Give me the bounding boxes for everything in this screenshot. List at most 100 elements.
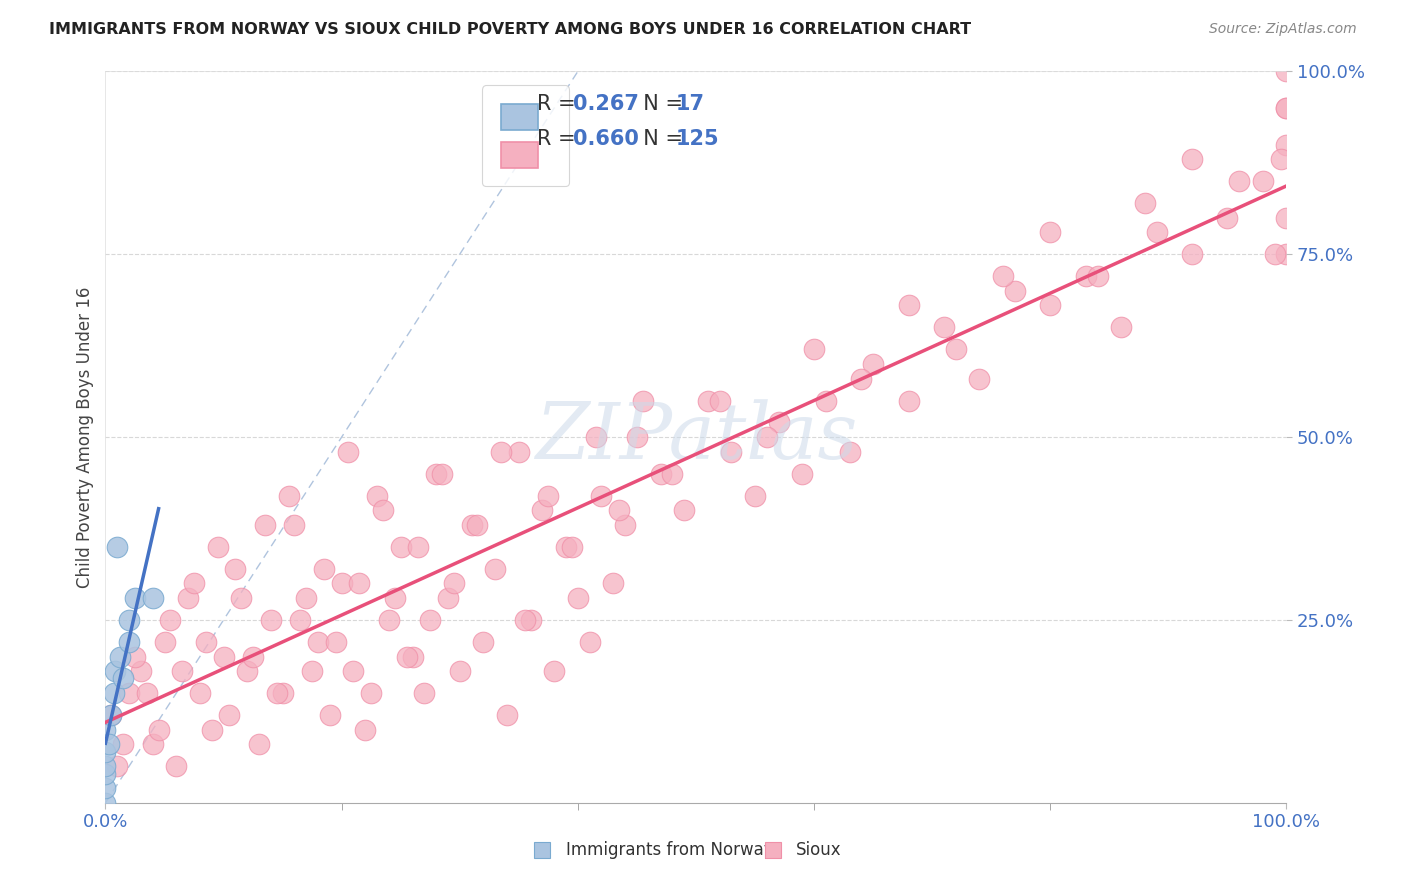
Point: [94, 745, 117, 759]
Point: [838, 444, 860, 458]
Point: [1039, 225, 1062, 239]
Point: [104, 664, 127, 678]
Point: [124, 649, 146, 664]
Point: [207, 540, 229, 554]
Point: [159, 613, 181, 627]
Point: [607, 503, 630, 517]
Point: [148, 723, 170, 737]
Point: [172, 664, 194, 678]
Point: [1181, 152, 1204, 166]
Text: 0.267: 0.267: [574, 95, 638, 114]
Point: [709, 393, 731, 408]
Point: [108, 649, 131, 664]
Text: 0.660: 0.660: [574, 128, 638, 149]
Point: [413, 686, 436, 700]
Point: [851, 371, 873, 385]
Point: [1227, 174, 1250, 188]
Point: [212, 649, 235, 664]
Point: [578, 635, 600, 649]
Point: [803, 343, 825, 357]
Point: [94, 781, 117, 796]
Point: [105, 540, 128, 554]
Point: [602, 576, 624, 591]
Point: [242, 649, 264, 664]
Point: [1039, 298, 1062, 312]
Point: [755, 430, 778, 444]
Point: [489, 444, 512, 458]
Point: [408, 540, 430, 554]
Point: [437, 591, 460, 605]
Point: [1004, 284, 1026, 298]
Point: [744, 489, 766, 503]
Point: [231, 591, 253, 605]
Point: [224, 562, 246, 576]
Point: [1087, 269, 1109, 284]
Point: [366, 489, 388, 503]
Point: [401, 649, 423, 664]
Point: [1133, 196, 1156, 211]
Point: [301, 664, 323, 678]
Point: [1275, 64, 1298, 78]
Text: Immigrants from Norway: Immigrants from Norway: [567, 841, 773, 859]
Point: [945, 343, 967, 357]
Point: [555, 540, 578, 554]
Point: [543, 664, 565, 678]
Point: [129, 664, 152, 678]
Point: [720, 444, 742, 458]
Point: [260, 613, 283, 627]
Point: [472, 635, 495, 649]
Point: [177, 591, 200, 605]
Point: [419, 613, 441, 627]
Point: [118, 635, 141, 649]
Point: [969, 371, 991, 385]
Point: [792, 467, 814, 481]
Point: [537, 489, 560, 503]
Point: [814, 393, 837, 408]
Point: [94, 766, 117, 780]
Point: [153, 635, 176, 649]
Point: [1074, 269, 1097, 284]
Text: R =: R =: [537, 128, 582, 149]
Point: [1264, 247, 1286, 261]
Point: [897, 298, 920, 312]
Point: [142, 591, 165, 605]
Point: [342, 664, 364, 678]
Legend: , : ,: [482, 86, 569, 186]
Point: [218, 708, 240, 723]
Point: [94, 759, 117, 773]
Point: [142, 737, 165, 751]
Point: [1275, 211, 1298, 225]
Point: [561, 540, 583, 554]
Point: [1270, 152, 1292, 166]
Point: [236, 664, 259, 678]
Point: [585, 430, 607, 444]
Point: [650, 467, 672, 481]
Point: [395, 649, 418, 664]
Point: [389, 540, 412, 554]
Point: [673, 503, 696, 517]
Point: [124, 591, 146, 605]
Point: [349, 576, 371, 591]
Text: Source: ZipAtlas.com: Source: ZipAtlas.com: [1209, 22, 1357, 37]
Point: [112, 672, 135, 686]
Point: [378, 613, 401, 627]
Point: [336, 444, 359, 458]
Point: [626, 430, 648, 444]
Point: [135, 686, 157, 700]
Point: [567, 591, 589, 605]
Point: [631, 393, 654, 408]
Point: [1275, 101, 1298, 115]
Point: [290, 613, 312, 627]
Point: [519, 613, 541, 627]
Point: [508, 444, 530, 458]
Text: ZIPatlas: ZIPatlas: [534, 399, 858, 475]
Point: [1109, 320, 1132, 334]
Point: [430, 467, 453, 481]
Point: [513, 613, 536, 627]
Point: [449, 664, 471, 678]
Point: [271, 686, 294, 700]
Text: N =: N =: [630, 95, 689, 114]
Point: [100, 708, 122, 723]
Point: [1251, 174, 1274, 188]
Point: [991, 269, 1014, 284]
